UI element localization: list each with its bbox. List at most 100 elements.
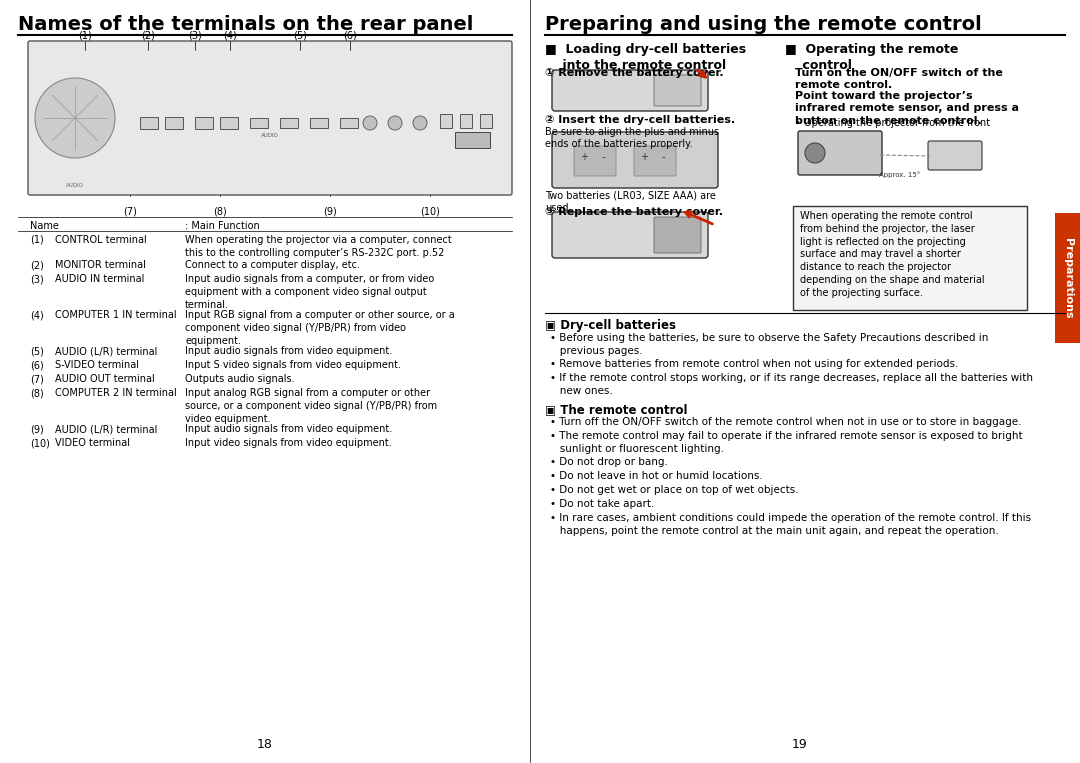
- FancyBboxPatch shape: [573, 146, 616, 176]
- Text: Two batteries (LR03, SIZE AAA) are
used.: Two batteries (LR03, SIZE AAA) are used.: [545, 191, 716, 214]
- Bar: [280, 118, 298, 128]
- Text: (1): (1): [30, 235, 44, 245]
- Circle shape: [363, 116, 377, 130]
- FancyBboxPatch shape: [793, 206, 1027, 310]
- Text: Input audio signals from video equipment.: Input audio signals from video equipment…: [185, 424, 392, 434]
- Text: 19: 19: [792, 738, 808, 751]
- Text: ■  Loading dry-cell batteries
    into the remote control: ■ Loading dry-cell batteries into the re…: [545, 43, 746, 72]
- Text: (8): (8): [30, 388, 44, 398]
- FancyBboxPatch shape: [552, 132, 718, 188]
- Text: Input audio signals from video equipment.: Input audio signals from video equipment…: [185, 346, 392, 356]
- Text: (10): (10): [30, 438, 50, 448]
- Text: ① Remove the battery cover.: ① Remove the battery cover.: [545, 68, 724, 78]
- Text: Input S video signals from video equipment.: Input S video signals from video equipme…: [185, 360, 401, 370]
- Bar: [140, 117, 158, 129]
- Text: ③ Replace the battery cover.: ③ Replace the battery cover.: [545, 207, 723, 217]
- Text: Input video signals from video equipment.: Input video signals from video equipment…: [185, 438, 392, 448]
- Bar: [480, 114, 492, 128]
- FancyBboxPatch shape: [798, 131, 882, 175]
- Text: AUDIO (L/R) terminal: AUDIO (L/R) terminal: [55, 346, 158, 356]
- Circle shape: [35, 78, 114, 158]
- Text: CONTROL terminal: CONTROL terminal: [55, 235, 147, 245]
- Text: -: -: [602, 152, 605, 162]
- FancyBboxPatch shape: [552, 70, 708, 111]
- Text: +: +: [640, 152, 648, 162]
- Text: (9): (9): [30, 424, 44, 434]
- Text: COMPUTER 2 IN terminal: COMPUTER 2 IN terminal: [55, 388, 177, 398]
- Text: When operating the projector via a computer, connect
this to the controlling com: When operating the projector via a compu…: [185, 235, 451, 258]
- Text: (7): (7): [123, 206, 137, 216]
- Text: COMPUTER 1 IN terminal: COMPUTER 1 IN terminal: [55, 310, 177, 320]
- FancyBboxPatch shape: [654, 75, 701, 106]
- Text: (4): (4): [30, 310, 44, 320]
- Text: (2): (2): [30, 260, 44, 270]
- Text: Name: Name: [30, 221, 59, 231]
- Text: (1): (1): [78, 30, 92, 40]
- Bar: [460, 114, 472, 128]
- Bar: [1055, 213, 1080, 343]
- Bar: [195, 117, 213, 129]
- Text: • Remove batteries from remote control when not using for extended periods.: • Remove batteries from remote control w…: [550, 359, 958, 369]
- Text: • If the remote control stops working, or if its range decreases, replace all th: • If the remote control stops working, o…: [550, 373, 1032, 396]
- FancyBboxPatch shape: [654, 217, 701, 253]
- Text: Names of the terminals on the rear panel: Names of the terminals on the rear panel: [18, 15, 473, 34]
- Bar: [165, 117, 183, 129]
- Text: Be sure to align the plus and minus
ends of the batteries properly.: Be sure to align the plus and minus ends…: [545, 127, 719, 150]
- Text: • Do not leave in hot or humid locations.: • Do not leave in hot or humid locations…: [550, 471, 762, 481]
- Text: (7): (7): [30, 374, 44, 384]
- Text: Connect to a computer display, etc.: Connect to a computer display, etc.: [185, 260, 360, 270]
- Text: (5): (5): [293, 30, 307, 40]
- Text: Input analog RGB signal from a computer or other
source, or a component video si: Input analog RGB signal from a computer …: [185, 388, 437, 424]
- Text: AUDIO (L/R) terminal: AUDIO (L/R) terminal: [55, 424, 158, 434]
- Text: (6): (6): [343, 30, 356, 40]
- Text: (9): (9): [323, 206, 337, 216]
- Text: (10): (10): [420, 206, 440, 216]
- Text: • Do not drop or bang.: • Do not drop or bang.: [550, 457, 667, 467]
- Bar: [440, 114, 453, 128]
- Text: (8): (8): [213, 206, 227, 216]
- Text: Point toward the projector’s
infrared remote sensor, and press a
button on the r: Point toward the projector’s infrared re…: [795, 91, 1020, 126]
- Text: Input RGB signal from a computer or other source, or a
component video signal (Y: Input RGB signal from a computer or othe…: [185, 310, 455, 346]
- Text: AUDIO: AUDIO: [261, 133, 279, 138]
- Text: +: +: [580, 152, 588, 162]
- Text: S-VIDEO terminal: S-VIDEO terminal: [55, 360, 139, 370]
- Text: Turn on the ON/OFF switch of the
remote control.: Turn on the ON/OFF switch of the remote …: [795, 68, 1003, 90]
- Text: ■  Operating the remote
    control: ■ Operating the remote control: [785, 43, 958, 72]
- Text: Input audio signals from a computer, or from video
equipment with a component vi: Input audio signals from a computer, or …: [185, 274, 434, 311]
- Text: Approx. 15°: Approx. 15°: [879, 171, 920, 178]
- Text: Preparing and using the remote control: Preparing and using the remote control: [545, 15, 982, 34]
- Bar: [455, 132, 490, 148]
- Text: • In rare cases, ambient conditions could impede the operation of the remote con: • In rare cases, ambient conditions coul…: [550, 513, 1031, 536]
- Bar: [340, 118, 357, 128]
- Text: (5): (5): [30, 346, 44, 356]
- Text: • Before using the batteries, be sure to observe the Safety Precautions describe: • Before using the batteries, be sure to…: [550, 333, 988, 356]
- Text: MONITOR terminal: MONITOR terminal: [55, 260, 146, 270]
- Text: AUDIO IN terminal: AUDIO IN terminal: [55, 274, 145, 284]
- Text: Preparations: Preparations: [1063, 238, 1072, 318]
- Text: : Main Function: : Main Function: [185, 221, 260, 231]
- Text: (6): (6): [30, 360, 44, 370]
- Text: Outputs audio signals.: Outputs audio signals.: [185, 374, 295, 384]
- Text: ▣ Dry-cell batteries: ▣ Dry-cell batteries: [545, 319, 676, 332]
- Text: VIDEO terminal: VIDEO terminal: [55, 438, 130, 448]
- Text: • Turn off the ON/OFF switch of the remote control when not in use or to store i: • Turn off the ON/OFF switch of the remo…: [550, 417, 1022, 427]
- Circle shape: [388, 116, 402, 130]
- Bar: [310, 118, 328, 128]
- Text: ② Insert the dry-cell batteries.: ② Insert the dry-cell batteries.: [545, 115, 735, 125]
- Text: • Operating the projector from the front: • Operating the projector from the front: [795, 118, 990, 128]
- Text: AUDIO: AUDIO: [66, 183, 84, 188]
- Text: 18: 18: [257, 738, 273, 751]
- Bar: [220, 117, 238, 129]
- Circle shape: [805, 143, 825, 163]
- Text: • Do not take apart.: • Do not take apart.: [550, 499, 654, 509]
- Text: -: -: [661, 152, 665, 162]
- Text: ▣ The remote control: ▣ The remote control: [545, 403, 688, 416]
- Circle shape: [413, 116, 427, 130]
- Text: (3): (3): [30, 274, 44, 284]
- FancyBboxPatch shape: [928, 141, 982, 170]
- Text: (2): (2): [141, 30, 154, 40]
- Text: • Do not get wet or place on top of wet objects.: • Do not get wet or place on top of wet …: [550, 485, 798, 495]
- Bar: [249, 118, 268, 128]
- Text: (3): (3): [188, 30, 202, 40]
- Text: (4): (4): [224, 30, 237, 40]
